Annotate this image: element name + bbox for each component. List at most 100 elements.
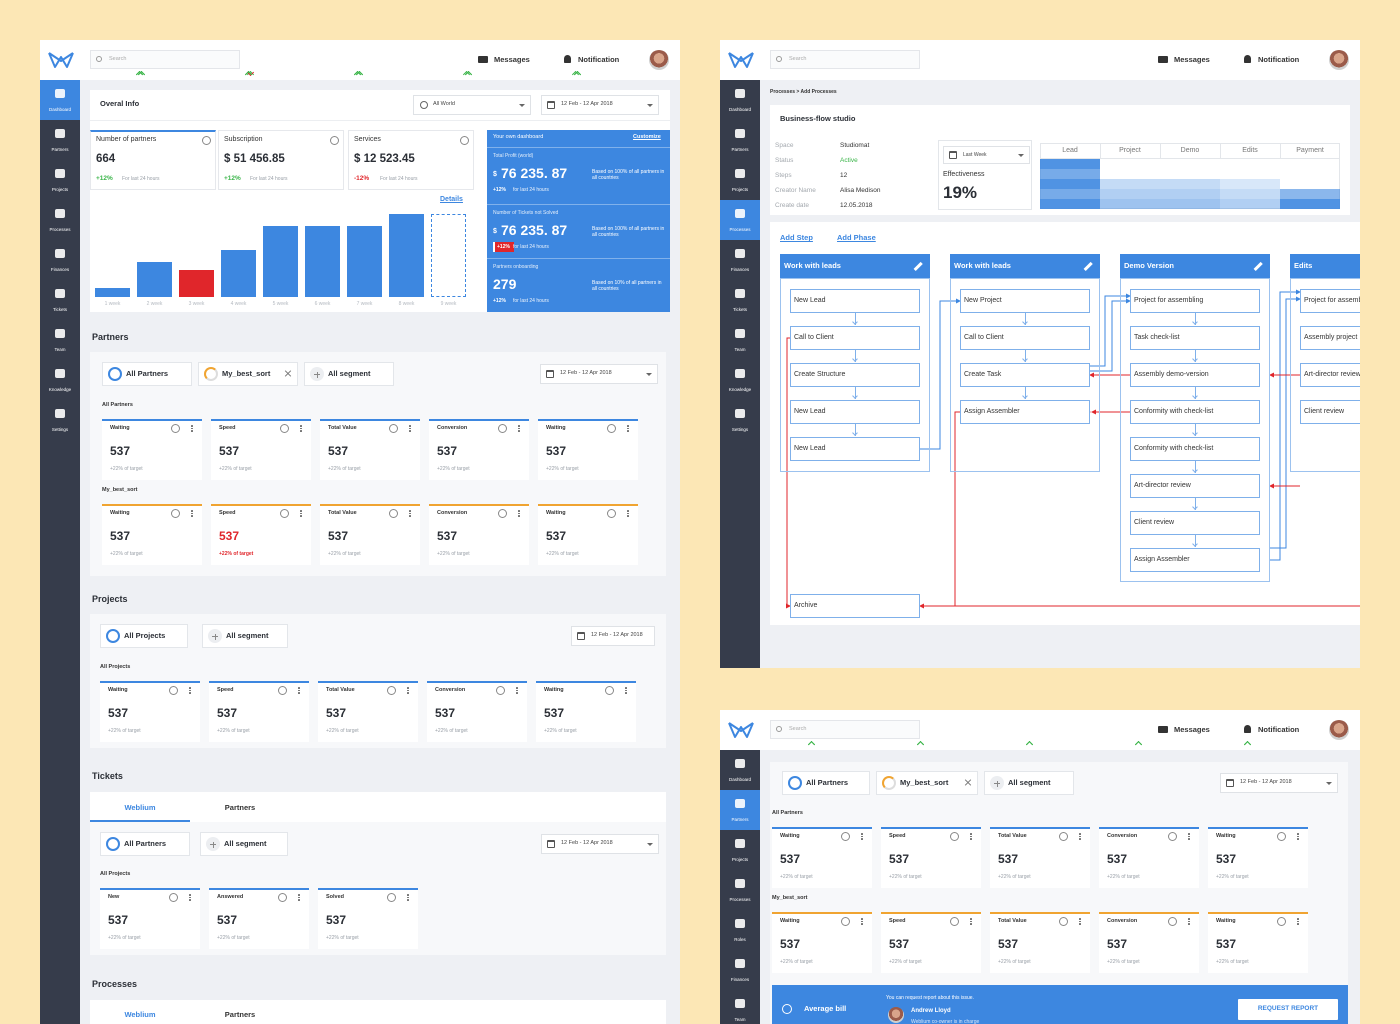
- menu-dot[interactable]: [970, 835, 972, 838]
- menu-dot[interactable]: [627, 515, 629, 517]
- info-icon[interactable]: [460, 136, 469, 145]
- menu-dot[interactable]: [300, 512, 302, 515]
- menu-dot[interactable]: [407, 692, 409, 694]
- menu-dot[interactable]: [516, 687, 518, 689]
- menu-dot[interactable]: [189, 689, 191, 692]
- menu-dot[interactable]: [298, 687, 300, 689]
- menu-dot[interactable]: [516, 689, 518, 692]
- menu-dot[interactable]: [189, 692, 191, 694]
- step-box[interactable]: [960, 400, 1090, 424]
- menu-dot[interactable]: [1297, 835, 1299, 838]
- sidebar-label[interactable]: Processes: [729, 227, 751, 233]
- step-box[interactable]: [1130, 474, 1260, 498]
- menu-dot[interactable]: [298, 689, 300, 692]
- step-box[interactable]: [1300, 363, 1360, 387]
- menu-dot[interactable]: [970, 918, 972, 920]
- step-box[interactable]: [1300, 289, 1360, 313]
- info-icon[interactable]: [950, 917, 959, 926]
- request-button[interactable]: [1238, 999, 1338, 1020]
- menu-dot[interactable]: [191, 425, 193, 427]
- logo[interactable]: [728, 51, 754, 69]
- nav-tab[interactable]: Partners: [224, 803, 256, 813]
- info-icon[interactable]: [387, 686, 396, 695]
- info-icon[interactable]: [202, 136, 211, 145]
- menu-dot[interactable]: [1188, 833, 1190, 835]
- menu-dot[interactable]: [518, 425, 520, 427]
- info-icon[interactable]: [1059, 917, 1068, 926]
- sidebar-label[interactable]: Dashboard: [728, 107, 751, 113]
- messages-link[interactable]: Messages: [1174, 725, 1210, 735]
- info-icon[interactable]: [278, 893, 287, 902]
- date-picker[interactable]: [571, 626, 655, 646]
- filter-tab[interactable]: [100, 624, 188, 648]
- menu-dot[interactable]: [627, 512, 629, 515]
- menu-dot[interactable]: [189, 894, 191, 896]
- sidebar-label[interactable]: Team: [734, 347, 746, 353]
- menu-dot[interactable]: [627, 427, 629, 430]
- sidebar-label[interactable]: Partners: [731, 817, 749, 823]
- menu-dot[interactable]: [1297, 838, 1299, 840]
- region-select[interactable]: [413, 95, 531, 115]
- info-icon[interactable]: [389, 424, 398, 433]
- menu-dot[interactable]: [189, 896, 191, 899]
- sidebar-label[interactable]: Projects: [51, 187, 69, 193]
- step-box[interactable]: [1130, 437, 1260, 461]
- info-icon[interactable]: [171, 509, 180, 518]
- sidebar-label[interactable]: Finances: [50, 267, 70, 273]
- menu-dot[interactable]: [189, 687, 191, 689]
- menu-dot[interactable]: [625, 689, 627, 692]
- info-icon[interactable]: [950, 832, 959, 841]
- info-icon[interactable]: [169, 893, 178, 902]
- request-button-label[interactable]: REQUEST REPORT: [1257, 1004, 1319, 1012]
- sidebar-label[interactable]: Finances: [730, 267, 750, 273]
- menu-dot[interactable]: [1297, 833, 1299, 835]
- menu-dot[interactable]: [1188, 838, 1190, 840]
- menu-dot[interactable]: [300, 510, 302, 512]
- messages-link[interactable]: Messages: [494, 55, 530, 65]
- step-box[interactable]: [790, 289, 920, 313]
- menu-dot[interactable]: [407, 896, 409, 899]
- step-box[interactable]: [960, 363, 1090, 387]
- menu-dot[interactable]: [407, 689, 409, 692]
- menu-dot[interactable]: [518, 430, 520, 432]
- menu-dot[interactable]: [516, 692, 518, 694]
- sidebar-label[interactable]: Settings: [731, 427, 749, 433]
- messages-link[interactable]: Messages: [1174, 55, 1210, 65]
- date-picker[interactable]: [540, 364, 658, 384]
- info-icon[interactable]: [841, 832, 850, 841]
- menu-dot[interactable]: [1297, 920, 1299, 923]
- notification-link[interactable]: Notification: [1258, 55, 1300, 65]
- info-icon[interactable]: [280, 509, 289, 518]
- sidebar-label[interactable]: Knowledge: [728, 387, 752, 393]
- info-icon[interactable]: [1277, 832, 1286, 841]
- menu-dot[interactable]: [518, 427, 520, 430]
- info-icon[interactable]: [387, 893, 396, 902]
- menu-dot[interactable]: [407, 894, 409, 896]
- menu-dot[interactable]: [861, 838, 863, 840]
- step-box[interactable]: [1300, 400, 1360, 424]
- menu-dot[interactable]: [300, 515, 302, 517]
- menu-dot[interactable]: [518, 510, 520, 512]
- info-icon[interactable]: [607, 509, 616, 518]
- date-picker[interactable]: [1220, 773, 1338, 793]
- step-box[interactable]: [790, 400, 920, 424]
- logo[interactable]: [48, 51, 74, 69]
- notification-link[interactable]: Notification: [1258, 725, 1300, 735]
- menu-dot[interactable]: [1188, 835, 1190, 838]
- menu-dot[interactable]: [970, 920, 972, 923]
- menu-dot[interactable]: [407, 899, 409, 901]
- nav-tab[interactable]: Weblium: [124, 803, 156, 813]
- info-icon[interactable]: [1168, 917, 1177, 926]
- menu-dot[interactable]: [409, 515, 411, 517]
- menu-dot[interactable]: [191, 427, 193, 430]
- menu-dot[interactable]: [518, 512, 520, 515]
- menu-dot[interactable]: [625, 687, 627, 689]
- info-icon[interactable]: [498, 424, 507, 433]
- info-icon[interactable]: [330, 136, 339, 145]
- menu-dot[interactable]: [191, 512, 193, 515]
- sidebar-label[interactable]: Partners: [51, 147, 69, 153]
- menu-dot[interactable]: [627, 430, 629, 432]
- menu-dot[interactable]: [625, 692, 627, 694]
- search-box[interactable]: [770, 50, 920, 69]
- menu-dot[interactable]: [861, 833, 863, 835]
